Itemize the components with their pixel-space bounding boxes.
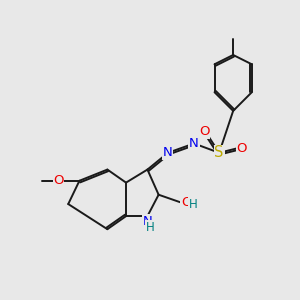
- Text: H: H: [188, 198, 197, 211]
- Text: N: N: [163, 146, 173, 159]
- Text: N: N: [142, 215, 152, 228]
- Text: O: O: [199, 125, 210, 138]
- Text: O: O: [181, 196, 191, 209]
- Text: O: O: [53, 174, 64, 187]
- Text: N: N: [189, 137, 199, 150]
- Text: S: S: [214, 145, 224, 160]
- Text: O: O: [237, 142, 247, 154]
- Text: H: H: [146, 221, 154, 234]
